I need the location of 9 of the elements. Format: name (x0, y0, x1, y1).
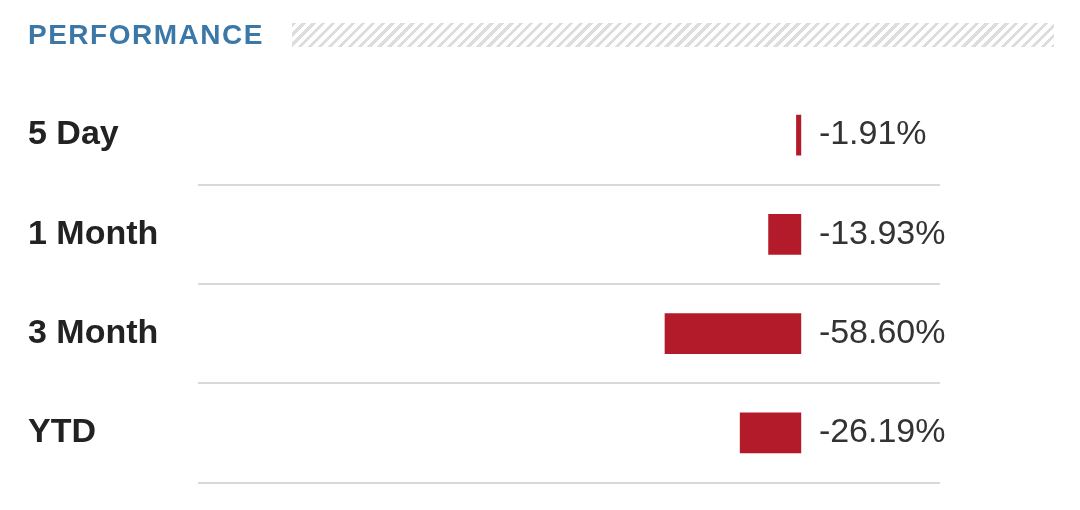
data-label: -13.93% (818, 212, 946, 251)
chart-title: PERFORMANCE (28, 19, 264, 51)
data-label: -1.91% (818, 113, 927, 152)
y-tick-label: 1 Month (28, 212, 159, 251)
data-label: -58.60% (818, 312, 946, 351)
y-tick-label: 5 Day (28, 113, 119, 152)
y-tick-label: 3 Month (28, 312, 159, 351)
data-label: -26.19% (818, 411, 946, 450)
y-tick-label: YTD (28, 411, 96, 450)
